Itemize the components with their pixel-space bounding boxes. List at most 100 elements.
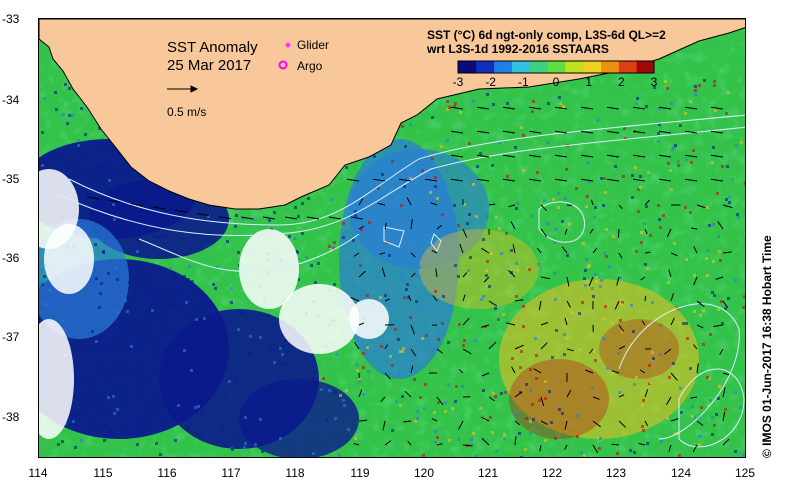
- anomaly-pixel: [614, 165, 617, 168]
- anomaly-pixel: [109, 428, 112, 431]
- anomaly-pixel: [708, 224, 711, 227]
- anomaly-pixel: [101, 347, 104, 350]
- anomaly-pixel: [169, 219, 172, 222]
- velocity-arrow: [451, 178, 464, 182]
- anomaly-pixel: [520, 456, 523, 457]
- anomaly-pixel: [674, 144, 677, 147]
- anomaly-pixel: [61, 440, 64, 443]
- anomaly-pixel: [66, 122, 69, 125]
- anomaly-pixel: [137, 426, 140, 429]
- anomaly-pixel: [619, 319, 622, 322]
- anomaly-pixel: [506, 175, 509, 178]
- velocity-arrow: [451, 130, 464, 134]
- velocity-arrow: [668, 269, 672, 278]
- anomaly-pixel: [536, 171, 539, 174]
- anomaly-pixel: [711, 161, 714, 164]
- anomaly-pixel: [113, 412, 116, 415]
- lon-label: 122: [541, 466, 563, 480]
- velocity-arrow: [696, 363, 699, 374]
- velocity-arrow: [618, 394, 625, 398]
- anomaly-pixel: [194, 328, 197, 331]
- anomaly-pixel: [708, 377, 711, 380]
- anomaly-pixel: [325, 419, 328, 422]
- anomaly-pixel: [354, 437, 357, 440]
- anomaly-pixel: [195, 318, 198, 321]
- anomaly-pixel: [666, 87, 669, 90]
- anomaly-pixel: [312, 452, 315, 455]
- anomaly-pixel: [371, 194, 374, 197]
- anomaly-pixel: [41, 268, 44, 271]
- anomaly-pixel: [252, 218, 255, 221]
- velocity-arrow: [638, 442, 646, 446]
- anomaly-pixel: [204, 300, 207, 303]
- sst-map[interactable]: SST Anomaly 25 Mar 2017 Glider Argo 0.5 …: [38, 18, 746, 458]
- anomaly-pixel: [532, 100, 535, 103]
- anomaly-pixel: [457, 224, 460, 227]
- velocity-arrow: [462, 272, 468, 278]
- anomaly-pixel: [100, 165, 103, 168]
- anomaly-pixel: [376, 276, 379, 279]
- velocity-arrow: [711, 178, 724, 182]
- anomaly-pixel: [621, 330, 624, 333]
- anomaly-pixel: [672, 146, 675, 149]
- anomaly-pixel: [742, 306, 745, 309]
- anomaly-pixel: [612, 235, 615, 238]
- anomaly-pixel: [558, 96, 561, 99]
- velocity-arrow: [659, 106, 672, 110]
- anomaly-pixel: [169, 267, 172, 270]
- anomaly-pixel: [454, 159, 457, 162]
- anomaly-pixel: [159, 453, 162, 456]
- anomaly-pixel: [646, 267, 649, 270]
- velocity-arrow: [514, 420, 521, 426]
- anomaly-pixel: [727, 297, 730, 300]
- velocity-arrow: [717, 221, 724, 230]
- anomaly-pixel: [107, 396, 110, 399]
- anomaly-pixel: [391, 429, 394, 432]
- anomaly-pixel: [454, 264, 457, 267]
- anomaly-pixel: [358, 380, 361, 383]
- velocity-arrow: [377, 202, 386, 206]
- anomaly-pixel: [400, 140, 403, 143]
- anomaly-pixel: [453, 105, 456, 108]
- anomaly-pixel: [667, 281, 670, 284]
- anomaly-pixel: [244, 416, 247, 419]
- anomaly-pixel: [709, 333, 712, 336]
- anomaly-pixel: [95, 393, 98, 396]
- anomaly-pixel: [144, 208, 147, 211]
- anomaly-pixel: [248, 352, 251, 355]
- anomaly-pixel: [457, 438, 460, 441]
- anomaly-pixel: [737, 216, 740, 219]
- anomaly-pixel: [474, 339, 477, 342]
- anomaly-pixel: [72, 420, 75, 423]
- anomaly-pixel: [630, 304, 633, 307]
- anomaly-pixel: [594, 206, 597, 209]
- anomaly-pixel: [619, 276, 622, 279]
- anomaly-pixel: [293, 237, 296, 240]
- anomaly-pixel: [207, 215, 210, 218]
- anomaly-pixel: [671, 148, 674, 151]
- anomaly-pixel: [717, 397, 720, 400]
- anomaly-pixel: [233, 435, 236, 438]
- anomaly-pixel: [744, 182, 745, 185]
- colorbar-tick-label: -1: [517, 75, 529, 89]
- anomaly-pixel: [469, 256, 472, 259]
- anomaly-pixel: [497, 318, 500, 321]
- anomaly-pixel: [659, 226, 662, 229]
- anomaly-pixel: [506, 102, 509, 105]
- lon-label: 125: [734, 466, 756, 480]
- anomaly-pixel: [380, 170, 383, 173]
- lon-label: 120: [413, 466, 435, 480]
- anomaly-pixel: [677, 160, 680, 163]
- anomaly-pixel: [109, 346, 112, 349]
- anomaly-pixel: [152, 351, 155, 354]
- velocity-arrow: [711, 130, 724, 134]
- anomaly-pixel: [546, 222, 549, 225]
- anomaly-pixel: [121, 316, 124, 319]
- anomaly-pixel: [461, 385, 464, 388]
- anomaly-pixel: [136, 443, 139, 446]
- anomaly-pixel: [640, 241, 643, 244]
- anomaly-pixel: [458, 323, 461, 326]
- anomaly-pixel: [535, 354, 538, 357]
- anomaly-patch: [419, 229, 539, 309]
- anomaly-pixel: [522, 305, 525, 308]
